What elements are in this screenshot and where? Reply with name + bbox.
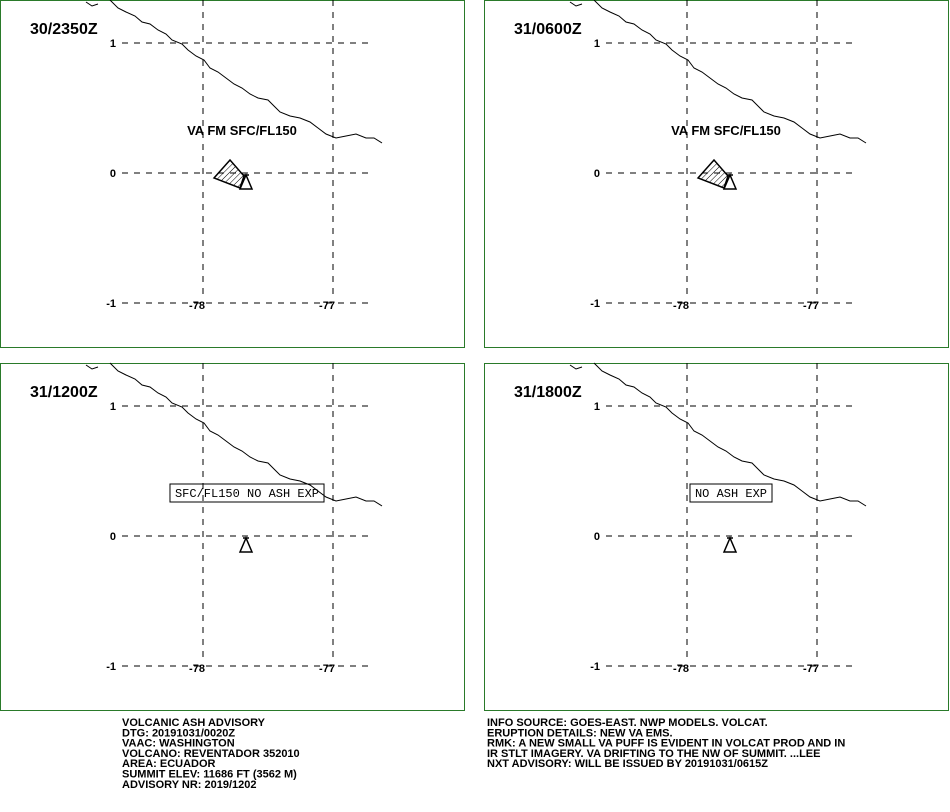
coastline — [109, 362, 383, 507]
advisory-line: AREA: ECUADOR — [122, 758, 216, 770]
valid-time: 30/2350Z — [30, 21, 98, 38]
latitude-label: -1 — [590, 298, 600, 310]
latitude-label: 0 — [594, 168, 600, 180]
advisory-line: RMK: A NEW SMALL VA PUFF IS EVIDENT IN V… — [487, 738, 845, 750]
latitude-label: 1 — [110, 38, 116, 50]
longitude-label: -78 — [189, 300, 205, 312]
advisory-line: DTG: 20191031/0020Z — [122, 727, 235, 739]
valid-time: 31/1200Z — [30, 384, 98, 401]
longitude-label: -77 — [803, 300, 819, 312]
advisory-line: INFO SOURCE: GOES-EAST. NWP MODELS. VOLC… — [487, 717, 768, 729]
map-panel: 1 0 -1 -78 -77 31/1200Z SFC/FL150 NO ASH EXP — [0, 362, 465, 711]
latitude-label: 1 — [110, 401, 116, 413]
latitude-label: -1 — [106, 661, 116, 673]
latitude-label: -1 — [590, 661, 600, 673]
panel-border — [484, 0, 949, 348]
label-box — [689, 483, 773, 503]
advisory-line: NXT ADVISORY: WILL BE ISSUED BY 20191031… — [487, 758, 768, 770]
volcano-symbol — [722, 536, 738, 553]
longitude-label: -78 — [673, 300, 689, 312]
latitude-label: -1 — [106, 298, 116, 310]
coastline — [85, 364, 99, 370]
volcano-symbol — [722, 173, 738, 190]
volcano-symbol — [238, 173, 254, 190]
coastline — [85, 1, 99, 7]
latitude-label: 1 — [594, 38, 600, 50]
latitude-label: 1 — [594, 401, 600, 413]
advisory-line: VOLCANIC ASH ADVISORY — [122, 717, 266, 729]
map-panel: 1 0 -1 -78 -77 31/0600Z VA FM SFC/FL150 — [484, 0, 949, 348]
map-panel: 1 0 -1 -78 -77 31/1800Z NO ASH EXP — [484, 362, 949, 711]
latitude-label: 0 — [110, 531, 116, 543]
advisory-line: VAAC: WASHINGTON — [122, 738, 235, 750]
valid-time: 31/0600Z — [514, 21, 582, 38]
longitude-label: -78 — [189, 663, 205, 675]
ash-area — [212, 158, 245, 189]
advisory-line: IR STLT IMAGERY. VA DRIFTING TO THE NW O… — [487, 748, 820, 760]
volcano-symbol — [238, 536, 254, 553]
advisory-line: ERUPTION DETAILS: NEW VA EMS. — [487, 727, 673, 739]
ash-label: NO ASH EXP — [695, 487, 767, 501]
valid-time: 31/1800Z — [514, 384, 582, 401]
map-panel: 1 0 -1 -78 -77 30/2350Z VA FM SFC/FL150 — [0, 0, 465, 348]
ash-label: VA FM SFC/FL150 — [671, 123, 781, 138]
coastline — [593, 0, 867, 144]
panel-border — [0, 0, 465, 348]
longitude-label: -77 — [319, 663, 335, 675]
panel-border — [0, 363, 465, 711]
ash-label: VA FM SFC/FL150 — [187, 123, 297, 138]
coastline — [569, 364, 583, 370]
longitude-label: -78 — [673, 663, 689, 675]
advisory-line: SUMMIT ELEV: 11686 FT (3562 M) — [122, 769, 297, 781]
label-box — [169, 483, 325, 503]
latitude-label: 0 — [110, 168, 116, 180]
ash-area — [696, 158, 729, 189]
latitude-label: 0 — [594, 531, 600, 543]
longitude-label: -77 — [319, 300, 335, 312]
coastline — [569, 1, 583, 7]
panel-border — [484, 363, 949, 711]
coastline — [109, 0, 383, 144]
advisory-line: VOLCANO: REVENTADOR 352010 — [122, 748, 300, 760]
coastline — [593, 362, 867, 507]
advisory-line: ADVISORY NR: 2019/1202 — [122, 779, 257, 791]
longitude-label: -77 — [803, 663, 819, 675]
ash-label: SFC/FL150 NO ASH EXP — [175, 487, 319, 501]
